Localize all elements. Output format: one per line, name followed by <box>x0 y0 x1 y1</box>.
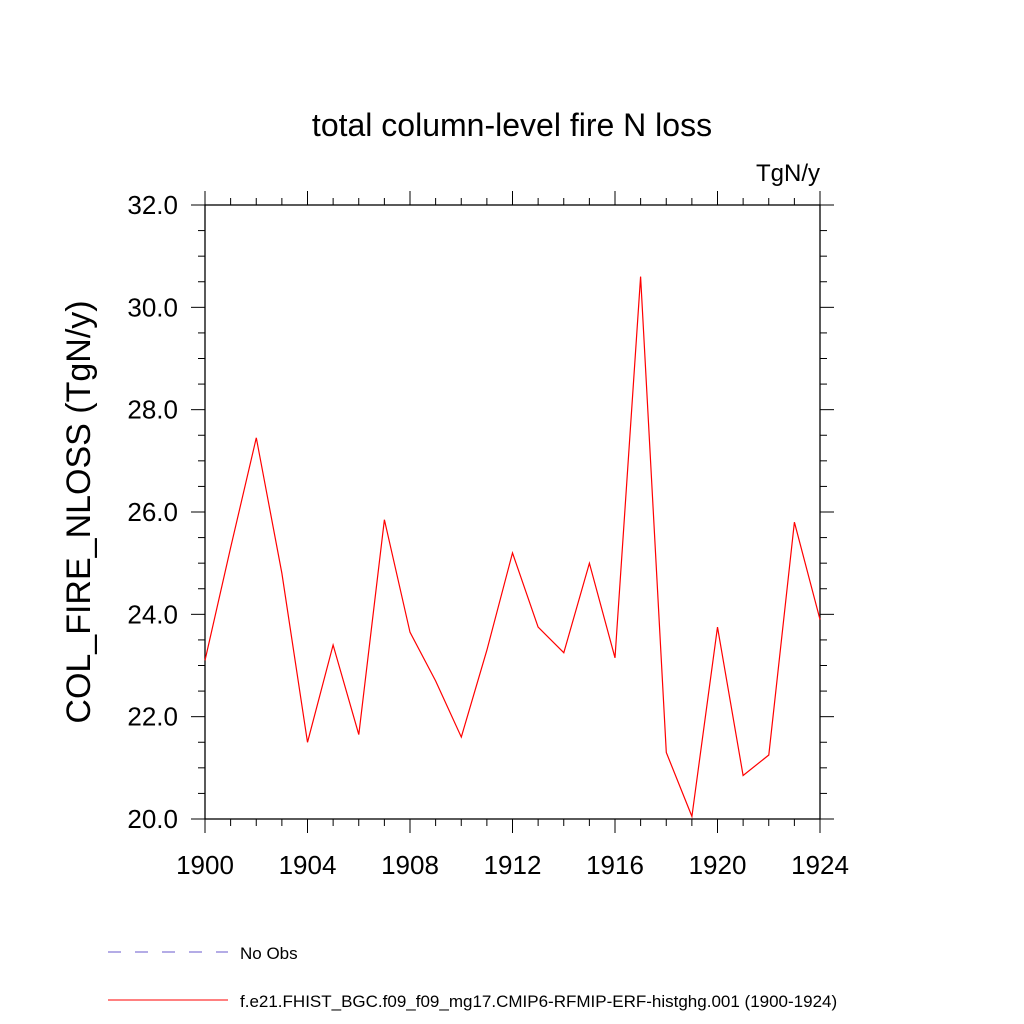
plot-border <box>204 204 821 820</box>
x-tick-label: 1920 <box>689 850 747 880</box>
x-tick-label: 1904 <box>279 850 337 880</box>
x-tick-label: 1908 <box>381 850 439 880</box>
y-tick-label: 20.0 <box>127 804 178 834</box>
x-tick-label: 1900 <box>176 850 234 880</box>
y-tick-label: 28.0 <box>127 395 178 425</box>
y-tick-label: 22.0 <box>127 702 178 732</box>
y-tick-label: 30.0 <box>127 292 178 322</box>
legend-label: No Obs <box>240 944 298 963</box>
x-tick-label: 1924 <box>791 850 849 880</box>
units-label: TgN/y <box>756 160 820 187</box>
y-tick-label: 26.0 <box>127 497 178 527</box>
series-layer <box>204 276 821 819</box>
y-axis: 20.0 22.0 24.0 26.0 28.0 30.0 32.0 <box>127 190 834 834</box>
x-tick-label: 1916 <box>586 850 644 880</box>
y-tick-label: 24.0 <box>127 599 178 629</box>
legend-label: f.e21.FHIST_BGC.f09_f09_mg17.CMIP6-RFMIP… <box>240 992 837 1011</box>
x-axis: 1900 1904 1908 1912 1916 1920 1924 <box>176 191 849 880</box>
chart-title: total column-level fire N loss <box>312 107 712 143</box>
x-tick-label: 1912 <box>484 850 542 880</box>
plot-area <box>204 204 821 820</box>
y-tick-label: 32.0 <box>127 190 178 220</box>
legend: No Obs f.e21.FHIST_BGC.f09_f09_mg17.CMIP6… <box>108 944 837 1011</box>
series-line <box>204 276 821 819</box>
y-axis-label: COL_FIRE_NLOSS (TgN/y) <box>60 300 98 723</box>
